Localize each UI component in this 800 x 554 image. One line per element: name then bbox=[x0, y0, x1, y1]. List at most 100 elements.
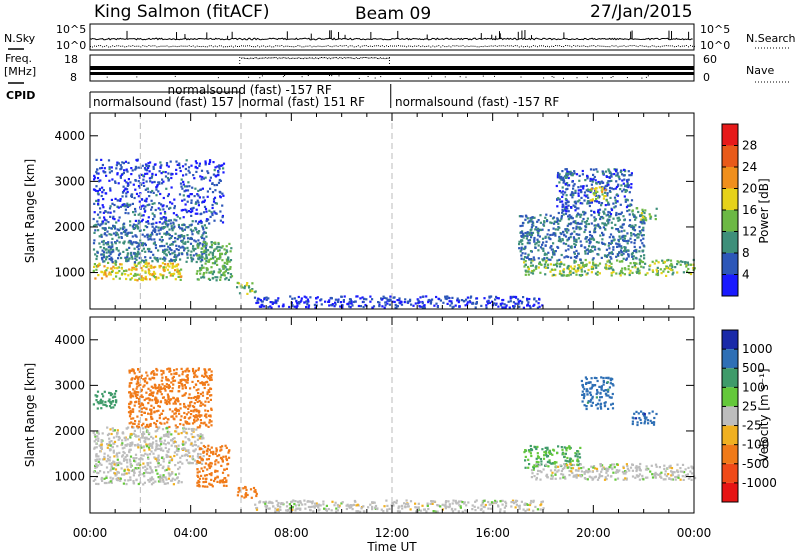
velocity-cell bbox=[118, 435, 121, 439]
power-cell bbox=[546, 263, 549, 266]
power-cell bbox=[662, 270, 665, 273]
power-cell bbox=[112, 217, 115, 220]
power-cell bbox=[229, 259, 233, 262]
power-cell bbox=[108, 168, 111, 171]
power-cell bbox=[592, 245, 595, 248]
velocity-cell bbox=[204, 462, 207, 465]
power-cell bbox=[142, 247, 145, 250]
power-cell bbox=[204, 247, 207, 250]
power-cell bbox=[540, 263, 543, 266]
power-cell bbox=[519, 250, 522, 253]
power-cell bbox=[107, 159, 111, 162]
power-cell bbox=[185, 211, 189, 214]
power-cell bbox=[544, 261, 547, 264]
power-cell bbox=[400, 300, 403, 303]
power-cell bbox=[109, 215, 112, 218]
velocity-cell bbox=[216, 470, 219, 473]
power-cell bbox=[569, 273, 572, 276]
power-cell bbox=[450, 302, 453, 305]
velocity-cell bbox=[92, 470, 95, 474]
nsearch-point bbox=[204, 46, 206, 48]
power-cell bbox=[97, 223, 100, 226]
nsearch-point bbox=[532, 45, 534, 47]
nsearch-point bbox=[595, 46, 597, 48]
power-cell bbox=[126, 248, 129, 251]
power-cell bbox=[192, 254, 195, 257]
nsearch-point bbox=[400, 45, 402, 47]
power-cell bbox=[564, 197, 568, 201]
velocity-cell bbox=[120, 462, 123, 465]
nsearch-point bbox=[579, 45, 581, 47]
power-cell bbox=[116, 228, 119, 231]
power-cell bbox=[627, 170, 630, 173]
power-cell bbox=[109, 246, 113, 249]
velocity-cell bbox=[109, 476, 112, 479]
power-cell bbox=[211, 206, 214, 210]
velocity-cell bbox=[445, 500, 448, 503]
power-cell bbox=[574, 269, 577, 272]
velocity-cell bbox=[150, 450, 153, 453]
velocity-cell bbox=[154, 398, 157, 401]
nsearch-point bbox=[629, 45, 631, 47]
nave-point bbox=[299, 57, 301, 59]
nave-point bbox=[366, 57, 368, 59]
velocity-cell bbox=[103, 458, 106, 461]
power-cell bbox=[218, 167, 221, 170]
power-cell bbox=[130, 193, 133, 196]
velocity-cell bbox=[201, 374, 204, 377]
power-cell bbox=[93, 211, 96, 214]
freq-label: Freq. bbox=[5, 52, 32, 65]
power-cell bbox=[628, 272, 631, 275]
power-cell bbox=[94, 277, 97, 280]
nave-point bbox=[376, 58, 378, 59]
power-cell bbox=[601, 190, 604, 193]
velocity-cell bbox=[196, 468, 199, 471]
power-cell bbox=[224, 278, 227, 281]
power-cell bbox=[142, 265, 145, 268]
power-cell bbox=[130, 173, 133, 176]
power-cell bbox=[131, 225, 134, 228]
power-cell bbox=[573, 261, 576, 264]
velocity-cell bbox=[209, 483, 212, 486]
power-cell bbox=[183, 223, 186, 227]
power-cell bbox=[608, 171, 611, 174]
nave-point bbox=[363, 57, 365, 58]
velocity-cell bbox=[175, 368, 178, 371]
power-cell bbox=[170, 186, 173, 189]
velocity-cell bbox=[181, 370, 184, 373]
power-cell bbox=[119, 263, 122, 266]
velocity-cell bbox=[178, 381, 181, 384]
power-cell bbox=[175, 160, 178, 163]
power-cell bbox=[583, 246, 586, 249]
power-y-tick-label: 3000 bbox=[54, 174, 85, 188]
power-cell bbox=[205, 253, 208, 256]
nave-point bbox=[336, 57, 338, 59]
power-cell bbox=[590, 234, 593, 238]
nsearch-point bbox=[359, 46, 361, 48]
power-cell bbox=[305, 296, 308, 299]
power-cell bbox=[174, 237, 177, 240]
power-cell bbox=[158, 232, 161, 235]
power-cell bbox=[583, 213, 586, 216]
power-cell bbox=[608, 259, 611, 262]
power-cell bbox=[153, 214, 156, 217]
power-cell bbox=[93, 265, 96, 268]
velocity-cell bbox=[222, 484, 226, 487]
velocity-cell bbox=[124, 455, 127, 459]
power-cell bbox=[183, 237, 186, 240]
power-cell bbox=[151, 273, 154, 276]
nsearch-point bbox=[412, 46, 414, 48]
power-cell bbox=[616, 228, 619, 231]
power-cell bbox=[194, 220, 197, 223]
nave-point bbox=[269, 57, 271, 59]
power-cell bbox=[190, 193, 193, 196]
power-cell bbox=[115, 232, 118, 235]
power-cell bbox=[94, 224, 97, 227]
power-cell bbox=[177, 272, 180, 275]
power-cell bbox=[171, 274, 174, 277]
velocity-cell bbox=[130, 381, 133, 385]
nsearch-point bbox=[545, 46, 546, 48]
power-cell bbox=[139, 261, 142, 264]
velocity-cell bbox=[138, 458, 141, 461]
power-cell bbox=[635, 207, 639, 210]
